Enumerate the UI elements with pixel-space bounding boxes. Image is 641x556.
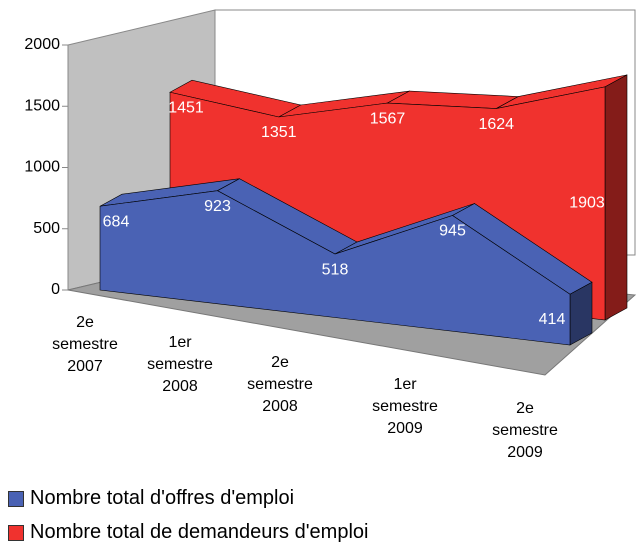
legend-swatch [8, 524, 24, 541]
y-tick-label: 1000 [24, 159, 60, 176]
legend-label: Nombre total d'offres d'emploi [30, 487, 295, 509]
legend-swatch [8, 490, 24, 507]
data-label: 1451 [168, 99, 204, 116]
x-tick-label: 2e semestre 2007 [52, 314, 118, 375]
data-label: 518 [322, 261, 349, 278]
data-label: 945 [439, 223, 466, 240]
y-tick-label: 500 [33, 220, 60, 237]
data-label: 684 [103, 213, 130, 230]
data-label: 1624 [478, 116, 514, 133]
legend-label: Nombre total de demandeurs d'emploi [30, 521, 369, 543]
data-label: 1903 [569, 195, 605, 212]
data-label: 414 [539, 311, 566, 328]
y-tick-label: 2000 [24, 36, 60, 53]
x-tick-label: 2e semestre 2009 [492, 400, 558, 461]
legend-item: Nombre total d'offres d'emploi [8, 487, 294, 510]
data-label: 1567 [370, 110, 406, 127]
data-label: 1351 [261, 124, 297, 141]
x-tick-label: 1er semestre 2009 [372, 376, 438, 437]
data-label: 923 [204, 198, 231, 215]
legend-item: Nombre total de demandeurs d'emploi [8, 521, 368, 544]
area [99, 190, 571, 346]
y-tick-label: 1500 [24, 97, 60, 114]
x-tick-label: 1er semestre 2008 [147, 334, 213, 395]
x-tick-label: 2e semestre 2008 [247, 354, 313, 415]
y-tick-label: 0 [51, 281, 60, 298]
area-side [604, 74, 628, 321]
